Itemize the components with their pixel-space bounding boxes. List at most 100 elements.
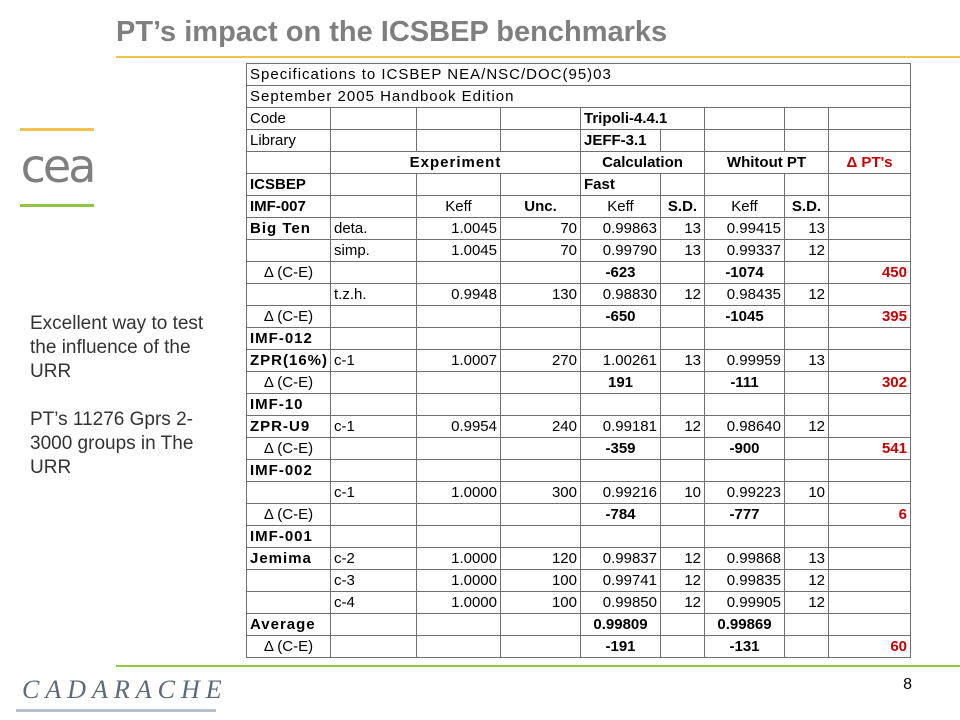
table-row: Average 0.99809 0.99869 xyxy=(246,613,911,636)
sd-nopt-cell: 12 xyxy=(784,239,829,262)
keff-nopt-cell xyxy=(704,459,785,482)
empty-cell xyxy=(704,173,785,196)
sd-calc-cell xyxy=(660,437,705,460)
keff-nopt-cell: 0.98640 xyxy=(704,415,785,438)
delta-pt-cell xyxy=(828,393,911,416)
table-row: Δ (C-E) -650 -1045 395 xyxy=(246,305,911,328)
variant-cell xyxy=(330,613,417,636)
keff-calc-cell: 0.99809 xyxy=(580,613,661,636)
variant-cell xyxy=(330,525,417,548)
delta-pt-cell: 395 xyxy=(828,305,911,328)
delta-pt-cell xyxy=(828,283,911,306)
keff-calc-cell xyxy=(580,327,661,350)
keff-calc-cell xyxy=(580,525,661,548)
delta-pt-cell: 6 xyxy=(828,503,911,526)
variant-cell: c-3 xyxy=(330,569,417,592)
keff-nopt-cell: -1074 xyxy=(704,261,785,284)
sd-calc-cell: 12 xyxy=(660,591,705,614)
keff-nopt-cell: 0.99959 xyxy=(704,349,785,372)
keff-nopt-cell: -900 xyxy=(704,437,785,460)
empty-cell xyxy=(416,173,501,196)
sd-nopt-cell xyxy=(784,305,829,328)
edition-cell: September 2005 Handbook Edition xyxy=(246,85,911,108)
keff-exp-cell: 1.0000 xyxy=(416,591,501,614)
empty-cell xyxy=(784,107,829,130)
sd-nopt-cell: 13 xyxy=(784,547,829,570)
keff-exp-cell xyxy=(416,525,501,548)
keff-nopt-cell xyxy=(704,327,785,350)
table-row-spec: Specifications to ICSBEP NEA/NSC/DOC(95)… xyxy=(246,63,911,86)
keff-exp-cell: 1.0000 xyxy=(416,547,501,570)
sd-nopt-cell xyxy=(784,459,829,482)
keff-calc-cell: 0.99850 xyxy=(580,591,661,614)
empty-cell xyxy=(704,107,785,130)
variant-cell xyxy=(330,305,417,328)
unc-cell: 100 xyxy=(500,591,581,614)
empty-cell xyxy=(330,129,417,152)
delta-pt-cell xyxy=(828,525,911,548)
variant-cell: simp. xyxy=(330,239,417,262)
case-cell xyxy=(246,591,331,614)
cea-logo-bottom-line xyxy=(20,204,94,207)
keff-exp-cell: 1.0045 xyxy=(416,239,501,262)
unc-cell: 70 xyxy=(500,239,581,262)
case-cell: Δ (C-E) xyxy=(246,261,331,284)
keff-exp-cell: 1.0045 xyxy=(416,217,501,240)
keff-nopt-cell: -131 xyxy=(704,635,785,658)
table-row: Δ (C-E) -191 -131 60 xyxy=(246,635,911,658)
sd-calc-cell xyxy=(660,525,705,548)
case-cell: Δ (C-E) xyxy=(246,305,331,328)
keff-nopt-cell: 0.99905 xyxy=(704,591,785,614)
keff-calc-cell: 0.99837 xyxy=(580,547,661,570)
sd-calc-cell xyxy=(660,305,705,328)
table-row: IMF-002 xyxy=(246,459,911,482)
variant-cell xyxy=(330,371,417,394)
table-row-edition: September 2005 Handbook Edition xyxy=(246,85,911,108)
table-row-library: Library JEFF-3.1 xyxy=(246,129,911,152)
delta-pt-cell xyxy=(828,349,911,372)
fast-label: Fast xyxy=(580,173,661,196)
sd-nopt-cell: 12 xyxy=(784,415,829,438)
empty-cell xyxy=(246,151,331,174)
group-experiment: Experiment xyxy=(330,151,581,174)
table-row: Jemima c-2 1.0000 120 0.99837 12 0.99868 13 xyxy=(246,547,911,570)
variant-cell: c-1 xyxy=(330,481,417,504)
delta-pt-cell: 60 xyxy=(828,635,911,658)
empty-cell xyxy=(500,107,581,130)
table-row: Δ (C-E) -623 -1074 450 xyxy=(246,261,911,284)
library-label: Library xyxy=(246,129,331,152)
variant-cell: t.z.h. xyxy=(330,283,417,306)
table-row: Δ (C-E) -359 -900 541 xyxy=(246,437,911,460)
delta-pt-cell: 302 xyxy=(828,371,911,394)
empty-cell xyxy=(828,195,911,218)
empty-cell xyxy=(330,173,417,196)
empty-cell xyxy=(330,195,417,218)
empty-cell xyxy=(704,129,785,152)
empty-cell xyxy=(784,129,829,152)
keff-calc-cell: -784 xyxy=(580,503,661,526)
keff-exp-cell xyxy=(416,613,501,636)
unc-cell xyxy=(500,327,581,350)
sd-calc-cell: 13 xyxy=(660,217,705,240)
case-cell: IMF-10 xyxy=(246,393,331,416)
table-row: IMF-012 xyxy=(246,327,911,350)
delta-pt-cell xyxy=(828,591,911,614)
header-keff-nopt: Keff xyxy=(704,195,785,218)
benchmark-table: Specifications to ICSBEP NEA/NSC/DOC(95)… xyxy=(246,63,911,658)
library-value: JEFF-3.1 xyxy=(580,129,661,152)
delta-pt-cell xyxy=(828,613,911,636)
empty-cell xyxy=(660,173,705,196)
benchmark-table-wrap: Specifications to ICSBEP NEA/NSC/DOC(95)… xyxy=(246,63,911,658)
delta-pt-cell xyxy=(828,327,911,350)
sd-nopt-cell: 12 xyxy=(784,591,829,614)
cea-logo-text: cea xyxy=(20,139,97,193)
variant-cell xyxy=(330,261,417,284)
delta-pt-cell xyxy=(828,569,911,592)
keff-calc-cell: -650 xyxy=(580,305,661,328)
keff-nopt-cell: -111 xyxy=(704,371,785,394)
keff-nopt-cell: 0.99415 xyxy=(704,217,785,240)
keff-calc-cell: 0.99863 xyxy=(580,217,661,240)
variant-cell xyxy=(330,393,417,416)
side-note-groups: PT’s 11276 Gprs 2-3000 groups in The URR xyxy=(30,409,194,478)
delta-pt-cell xyxy=(828,481,911,504)
